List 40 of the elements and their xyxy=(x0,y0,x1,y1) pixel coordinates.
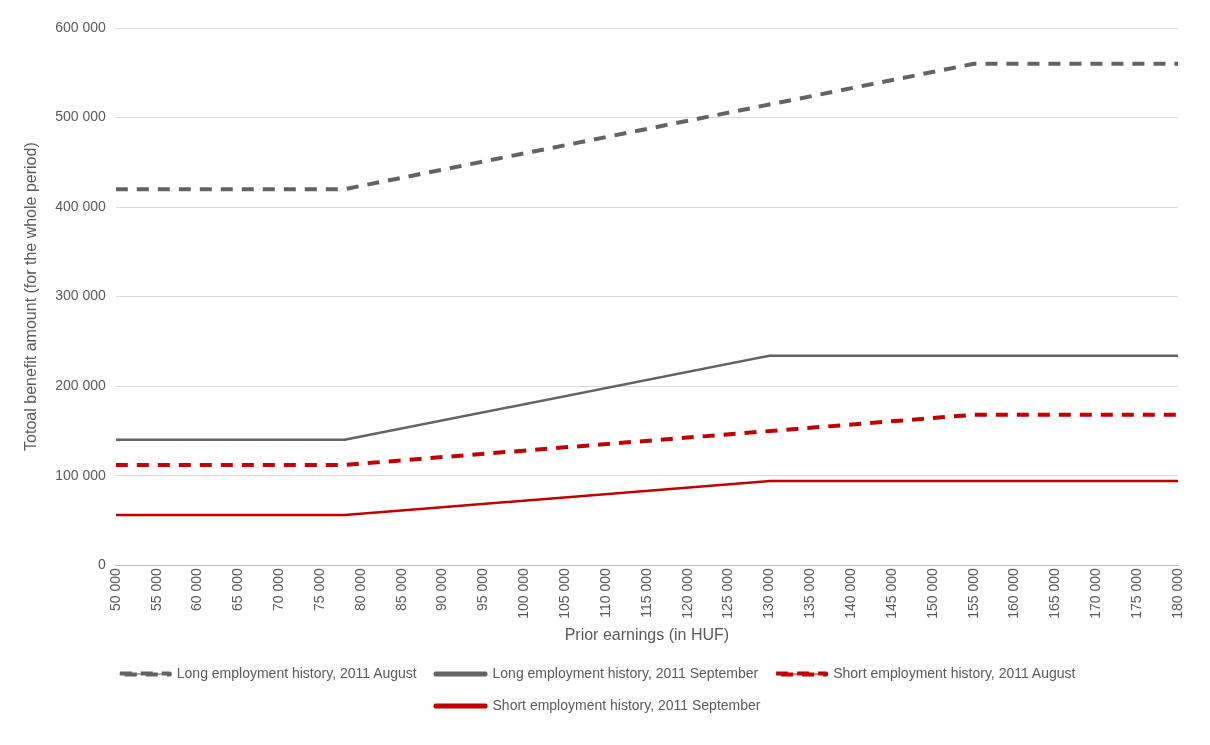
legend-label: Short employment history, 2011 August xyxy=(833,664,1076,681)
x-tick-label: 155 000 xyxy=(964,567,981,619)
x-tick-label: 50 000 xyxy=(106,567,123,612)
x-tick-label: 110 000 xyxy=(596,567,613,618)
x-tick-label: 145 000 xyxy=(882,567,899,619)
x-tick-label: 130 000 xyxy=(760,567,777,619)
x-tick-label: 175 000 xyxy=(1128,567,1145,619)
y-tick-label: 600 000 xyxy=(55,18,107,35)
legend-label: Long employment history, 2011 August xyxy=(176,664,417,681)
x-tick-label: 160 000 xyxy=(1005,567,1022,619)
x-tick-label: 120 000 xyxy=(678,567,695,619)
x-tick-label: 70 000 xyxy=(270,567,287,612)
x-tick-label: 75 000 xyxy=(310,567,327,612)
x-axis-title: Prior earnings (in HUF) xyxy=(564,625,730,643)
y-tick-label: 0 xyxy=(98,556,107,573)
x-tick-label: 90 000 xyxy=(433,567,450,612)
x-tick-label: 60 000 xyxy=(188,567,205,612)
x-tick-label: 125 000 xyxy=(719,567,736,619)
x-tick-label: 140 000 xyxy=(842,567,859,619)
x-tick-label: 100 000 xyxy=(515,567,532,619)
x-tick-label: 105 000 xyxy=(556,567,573,619)
legend-label: Long employment history, 2011 September xyxy=(492,664,759,681)
x-tick-label: 150 000 xyxy=(923,567,940,619)
y-tick-label: 200 000 xyxy=(55,376,107,393)
x-tick-label: 80 000 xyxy=(351,567,368,612)
x-tick-label: 95 000 xyxy=(474,567,491,612)
x-tick-label: 115 000 xyxy=(637,567,654,618)
x-tick-label: 85 000 xyxy=(392,567,409,612)
y-tick-label: 300 000 xyxy=(55,287,107,304)
x-tick-label: 170 000 xyxy=(1087,567,1104,619)
y-axis-title: Totoal benefit amount (for the whole period) xyxy=(22,142,40,451)
x-tick-label: 55 000 xyxy=(147,567,164,612)
x-tick-label: 180 000 xyxy=(1168,567,1185,619)
y-tick-label: 500 000 xyxy=(55,108,107,125)
y-tick-label: 100 000 xyxy=(55,466,107,483)
x-tick-label: 165 000 xyxy=(1046,567,1063,619)
x-tick-label: 65 000 xyxy=(229,567,246,612)
legend-label: Short employment history, 2011 September xyxy=(492,696,761,713)
x-tick-label: 135 000 xyxy=(801,567,818,619)
y-tick-label: 400 000 xyxy=(55,197,107,214)
